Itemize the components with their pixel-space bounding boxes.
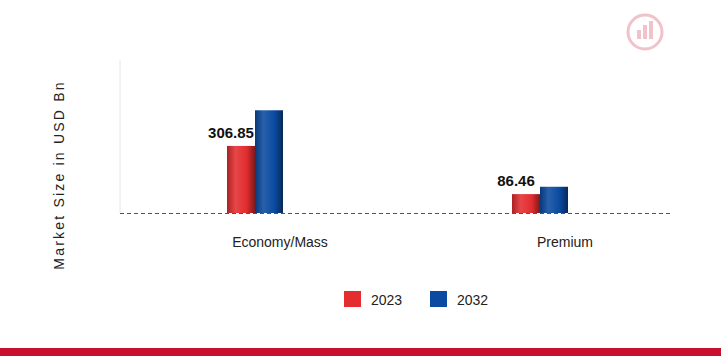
logo [628, 15, 662, 49]
logo-bar [649, 21, 653, 39]
data-labels: 306.85 86.46 [208, 124, 535, 189]
bar [540, 187, 568, 213]
legend-label: 2032 [457, 292, 488, 308]
category-label: Economy/Mass [232, 234, 328, 250]
baseline [120, 213, 670, 214]
category-label: Premium [537, 234, 593, 250]
legend-swatch [344, 291, 361, 307]
bar [255, 110, 283, 213]
logo-bar [637, 30, 641, 39]
logo-bar [643, 25, 647, 39]
y-axis-line [120, 60, 121, 213]
data-label: 86.46 [497, 172, 535, 189]
bar [512, 194, 540, 213]
bars [227, 110, 568, 213]
legend-swatch [430, 291, 447, 307]
data-label: 306.85 [208, 124, 254, 141]
y-axis-label: Market Size in USD Bn [51, 80, 67, 269]
footer-band [0, 348, 721, 356]
logo-ring [628, 15, 662, 49]
bar [227, 146, 255, 213]
legend-label: 2023 [371, 292, 402, 308]
